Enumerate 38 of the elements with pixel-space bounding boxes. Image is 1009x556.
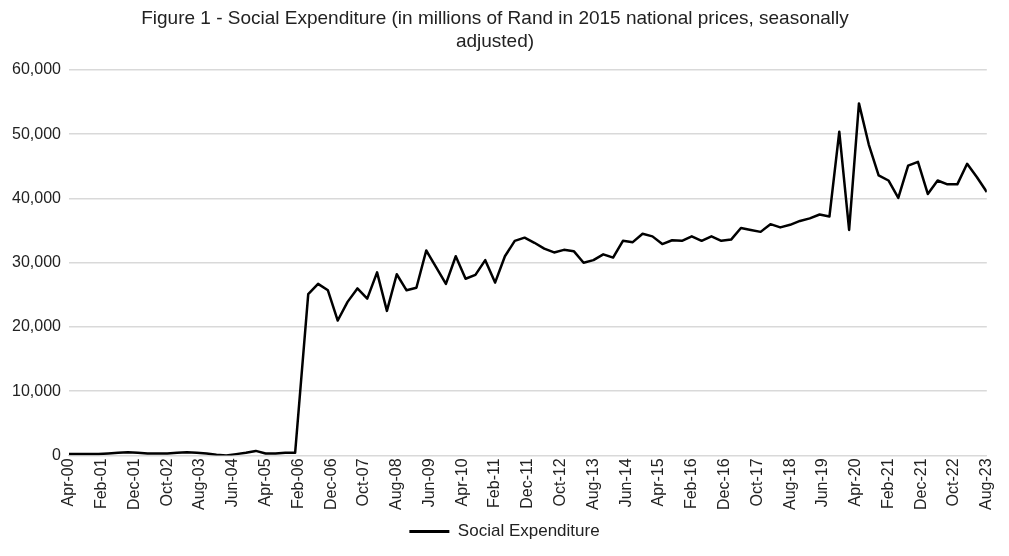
y-tick-label: 0 bbox=[52, 445, 62, 463]
x-tick-label: Dec-06 bbox=[321, 458, 339, 510]
y-tick-label: 30,000 bbox=[12, 253, 62, 271]
x-tick-label: Jun-09 bbox=[419, 458, 437, 508]
x-tick-label: Apr-20 bbox=[846, 458, 864, 507]
x-tick-label: Aug-23 bbox=[977, 458, 995, 510]
y-tick-label: 10,000 bbox=[12, 381, 62, 399]
y-tick-label: 50,000 bbox=[12, 124, 62, 142]
x-tick-label: Apr-05 bbox=[256, 458, 274, 507]
x-tick-label: Apr-10 bbox=[452, 458, 470, 507]
y-tick-label: 20,000 bbox=[12, 317, 62, 335]
x-tick-label: Aug-18 bbox=[780, 458, 798, 510]
x-tick-label: Jun-19 bbox=[813, 458, 831, 508]
x-tick-label: Feb-21 bbox=[878, 458, 896, 510]
x-tick-label: Dec-21 bbox=[911, 458, 929, 510]
x-tick-label: Oct-07 bbox=[354, 458, 372, 507]
x-tick-label: Feb-16 bbox=[682, 458, 700, 510]
x-tick-label: Oct-17 bbox=[747, 458, 765, 507]
x-tick-label: Aug-08 bbox=[387, 458, 405, 510]
x-tick-label: Dec-01 bbox=[124, 458, 142, 510]
x-tick-label: Aug-03 bbox=[190, 458, 208, 510]
x-tick-label: Apr-15 bbox=[649, 458, 667, 507]
y-tick-label: 40,000 bbox=[12, 188, 62, 206]
x-tick-label: Feb-11 bbox=[485, 458, 503, 508]
x-tick-label: Oct-12 bbox=[551, 458, 569, 507]
x-tick-label: Aug-13 bbox=[583, 458, 601, 510]
y-tick-label: 60,000 bbox=[12, 60, 62, 78]
x-tick-label: Apr-00 bbox=[59, 458, 77, 507]
x-tick-label: Jun-04 bbox=[223, 458, 241, 508]
x-tick-label: Feb-06 bbox=[288, 458, 306, 510]
x-tick-label: Oct-22 bbox=[944, 458, 962, 507]
x-tick-label: Feb-01 bbox=[92, 458, 110, 510]
legend-label: Social Expenditure bbox=[457, 521, 600, 541]
x-tick-label: Oct-02 bbox=[157, 458, 175, 507]
x-tick-label: Jun-14 bbox=[616, 458, 634, 508]
x-tick-label: Dec-11 bbox=[518, 458, 536, 509]
chart-title: Figure 1 - Social Expenditure (in millions of Rand in 2015 national prices, seasonally adjusted) bbox=[140, 6, 850, 52]
x-tick-label: Dec-16 bbox=[714, 458, 732, 510]
